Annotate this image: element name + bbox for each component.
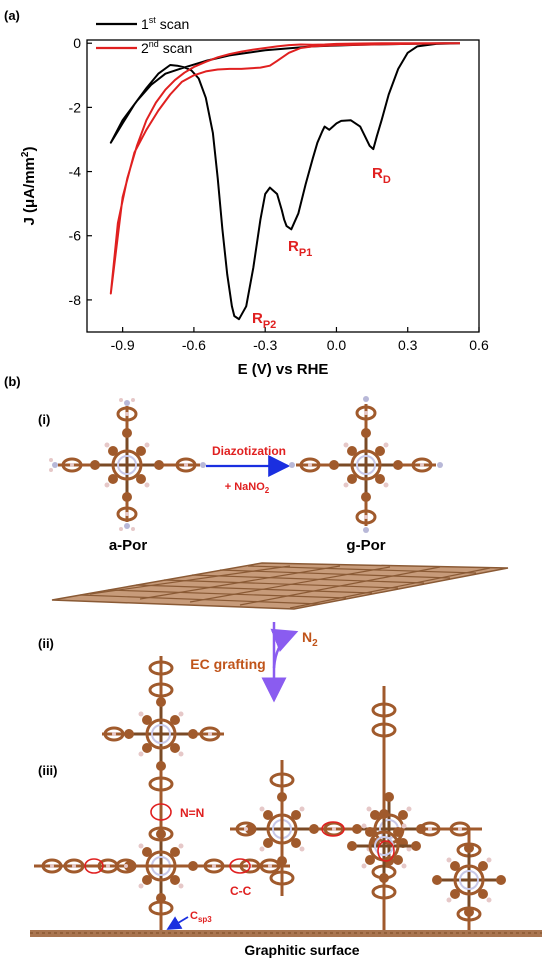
- cc-highlight-left: [84, 858, 104, 874]
- y-tick-label: -8: [69, 292, 82, 308]
- peak-label-rd: RD: [372, 165, 391, 186]
- x-axis-title: E (V) vs RHE: [238, 361, 329, 378]
- ec-grafting-label: EC grafting: [190, 656, 265, 672]
- reagent-nano2: + NaNO2: [225, 481, 270, 495]
- x-tick-label: 0.3: [398, 337, 418, 353]
- peak-label-rp2: RP2: [252, 310, 276, 331]
- y-tick-label: -2: [69, 99, 82, 115]
- step-iii-label: (iii): [38, 763, 58, 778]
- x-tick-label: -0.3: [253, 337, 277, 353]
- graphene-sheet: [51, 562, 509, 610]
- series-line-scan-1: [109, 42, 461, 321]
- graphitic-surface: [30, 930, 542, 937]
- y-axis-title: J (μA/mm2): [20, 147, 38, 226]
- grafting-arrow: [261, 622, 299, 703]
- cc-label: C-C: [230, 884, 252, 898]
- series-line-scan-2: [109, 42, 461, 295]
- y-tick-label: -4: [69, 164, 82, 180]
- x-tick-label: 0.6: [469, 337, 489, 353]
- nn-highlight: [150, 803, 172, 821]
- cv-chart: -0.9 -0.6 -0.3 0.0 0.3 0.6 0 -2 -4 -6 -8 1st scan…: [20, 15, 489, 378]
- panel-a-label: (a): [4, 8, 20, 23]
- x-tick-label: -0.9: [111, 337, 135, 353]
- step-i-label: (i): [38, 412, 50, 427]
- nn-highlight-right: [377, 840, 395, 862]
- x-tick-label: -0.6: [182, 337, 206, 353]
- surface-label: Graphitic surface: [244, 942, 359, 958]
- a-por-label: a-Por: [109, 537, 148, 554]
- legend-label-1: 1st scan: [141, 15, 189, 32]
- y-tick-label: -6: [69, 228, 82, 244]
- n2-label: N2: [302, 629, 318, 649]
- grafted-film: [34, 656, 508, 930]
- peak-label-rp1: RP1: [288, 238, 312, 259]
- cc-highlight-right: [229, 858, 251, 874]
- g-por-label: g-Por: [346, 537, 385, 554]
- step-ii-label: (ii): [38, 636, 54, 651]
- panel-b-label: (b): [4, 374, 21, 389]
- x-tick-label: 0.0: [327, 337, 347, 353]
- reagent-diazotization: Diazotization: [212, 444, 286, 458]
- legend: 1st scan 2nd scan: [96, 15, 192, 56]
- a-por-molecule: [49, 398, 206, 531]
- legend-label-2: 2nd scan: [141, 39, 192, 56]
- csp3-arrow: [166, 916, 189, 930]
- cc-highlight-center: [321, 821, 345, 837]
- csp3-label: Csp3: [190, 910, 212, 924]
- y-tick-label: 0: [73, 35, 81, 51]
- nn-label: N=N: [180, 806, 204, 820]
- g-por-molecule: [289, 396, 443, 533]
- plot-frame: [86, 39, 480, 333]
